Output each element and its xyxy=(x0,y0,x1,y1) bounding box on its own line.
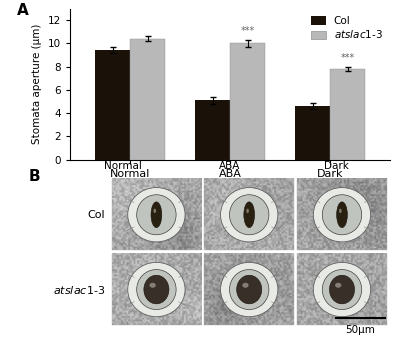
Ellipse shape xyxy=(335,283,341,288)
Text: Dark: Dark xyxy=(324,161,349,171)
Ellipse shape xyxy=(337,202,347,228)
Ellipse shape xyxy=(128,262,185,317)
Ellipse shape xyxy=(230,269,269,310)
Text: 50μm: 50μm xyxy=(346,325,376,335)
Ellipse shape xyxy=(237,275,262,304)
Bar xyxy=(295,106,330,160)
Ellipse shape xyxy=(151,202,162,228)
Ellipse shape xyxy=(220,187,278,242)
Text: ***: *** xyxy=(240,26,255,37)
Text: ***: *** xyxy=(340,53,355,63)
Text: A: A xyxy=(17,2,29,17)
Text: Normal: Normal xyxy=(104,161,142,171)
Ellipse shape xyxy=(246,209,249,213)
Text: $\it{atslac1\text{-}3}$: $\it{atslac1\text{-}3}$ xyxy=(53,284,105,295)
Ellipse shape xyxy=(322,195,362,235)
Legend: Col, $\it{atslac1\text{-}3}$: Col, $\it{atslac1\text{-}3}$ xyxy=(309,14,385,42)
Text: B: B xyxy=(28,169,40,184)
Text: ABA: ABA xyxy=(219,161,241,171)
Ellipse shape xyxy=(313,262,371,317)
Bar xyxy=(195,101,230,160)
Text: Col: Col xyxy=(88,210,105,220)
Bar xyxy=(230,43,265,160)
Ellipse shape xyxy=(322,269,362,310)
Bar xyxy=(95,50,130,160)
Ellipse shape xyxy=(242,283,248,288)
Ellipse shape xyxy=(128,187,185,242)
Ellipse shape xyxy=(154,209,156,213)
Ellipse shape xyxy=(339,209,342,213)
Bar xyxy=(330,69,365,160)
Ellipse shape xyxy=(144,275,169,304)
Ellipse shape xyxy=(150,283,156,288)
Bar xyxy=(130,39,165,160)
Y-axis label: Stomata aperture (μm): Stomata aperture (μm) xyxy=(32,24,42,144)
Ellipse shape xyxy=(313,187,371,242)
Ellipse shape xyxy=(137,269,176,310)
Ellipse shape xyxy=(137,195,176,235)
Ellipse shape xyxy=(330,275,354,304)
Ellipse shape xyxy=(230,195,269,235)
Ellipse shape xyxy=(244,202,254,228)
Ellipse shape xyxy=(220,262,278,317)
